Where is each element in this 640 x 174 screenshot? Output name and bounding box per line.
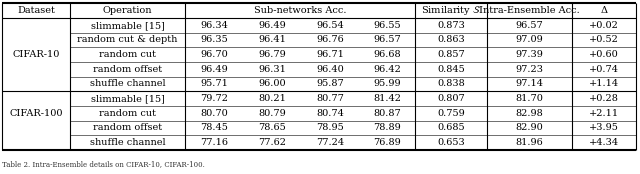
Text: 76.89: 76.89 — [373, 138, 401, 147]
Text: shuffle channel: shuffle channel — [90, 80, 165, 89]
Text: 95.71: 95.71 — [200, 80, 228, 89]
Text: Dataset: Dataset — [17, 6, 55, 15]
Text: +0.52: +0.52 — [589, 35, 619, 45]
Text: +0.60: +0.60 — [589, 50, 619, 59]
Text: 0.759: 0.759 — [437, 109, 465, 118]
Text: random cut & depth: random cut & depth — [77, 35, 178, 45]
Text: 78.45: 78.45 — [200, 124, 228, 132]
Text: 96.49: 96.49 — [258, 21, 286, 30]
Text: 96.68: 96.68 — [373, 50, 401, 59]
Text: 96.54: 96.54 — [316, 21, 344, 30]
Text: 0.873: 0.873 — [437, 21, 465, 30]
Text: +4.34: +4.34 — [589, 138, 619, 147]
Text: 96.70: 96.70 — [200, 50, 228, 59]
Text: 79.72: 79.72 — [200, 94, 228, 103]
Text: 77.62: 77.62 — [258, 138, 286, 147]
Text: 96.71: 96.71 — [316, 50, 344, 59]
Text: +0.74: +0.74 — [589, 65, 619, 74]
Text: 0.653: 0.653 — [437, 138, 465, 147]
Text: 95.99: 95.99 — [373, 80, 401, 89]
Text: CIFAR-10: CIFAR-10 — [12, 50, 60, 59]
Text: 78.89: 78.89 — [373, 124, 401, 132]
Text: 81.42: 81.42 — [373, 94, 401, 103]
Text: 97.09: 97.09 — [516, 35, 543, 45]
Text: Sub-networks Acc.: Sub-networks Acc. — [253, 6, 346, 15]
Text: slimmable [15]: slimmable [15] — [91, 21, 164, 30]
Text: 96.41: 96.41 — [258, 35, 286, 45]
Text: random offset: random offset — [93, 65, 162, 74]
Text: 78.65: 78.65 — [258, 124, 286, 132]
Text: 81.96: 81.96 — [516, 138, 543, 147]
Text: 95.87: 95.87 — [316, 80, 344, 89]
Text: 96.31: 96.31 — [258, 65, 286, 74]
Text: 96.57: 96.57 — [373, 35, 401, 45]
Text: 96.42: 96.42 — [373, 65, 401, 74]
Text: +2.11: +2.11 — [589, 109, 619, 118]
Text: 96.40: 96.40 — [316, 65, 344, 74]
Text: 0.685: 0.685 — [437, 124, 465, 132]
Text: Δ: Δ — [600, 6, 607, 15]
Text: +0.28: +0.28 — [589, 94, 619, 103]
Text: 0.845: 0.845 — [437, 65, 465, 74]
Text: Operation: Operation — [103, 6, 152, 15]
Text: 97.39: 97.39 — [516, 50, 543, 59]
Text: 96.34: 96.34 — [200, 21, 228, 30]
Text: 96.00: 96.00 — [258, 80, 286, 89]
Text: 82.90: 82.90 — [516, 124, 543, 132]
Text: 97.23: 97.23 — [515, 65, 543, 74]
Text: Intra-Ensemble Acc.: Intra-Ensemble Acc. — [479, 6, 580, 15]
Text: 80.21: 80.21 — [258, 94, 286, 103]
Text: 80.87: 80.87 — [373, 109, 401, 118]
Text: 78.95: 78.95 — [316, 124, 344, 132]
Text: 0.807: 0.807 — [437, 94, 465, 103]
Text: 77.16: 77.16 — [200, 138, 228, 147]
Text: 96.55: 96.55 — [373, 21, 401, 30]
Text: Similarity $\mathcal{S}$: Similarity $\mathcal{S}$ — [421, 4, 481, 17]
Text: 80.70: 80.70 — [200, 109, 228, 118]
Text: Table 2. Intra-Ensemble details on CIFAR-10, CIFAR-100.: Table 2. Intra-Ensemble details on CIFAR… — [2, 160, 205, 168]
Text: 80.79: 80.79 — [258, 109, 286, 118]
Text: 0.863: 0.863 — [437, 35, 465, 45]
Text: shuffle channel: shuffle channel — [90, 138, 165, 147]
Text: 0.857: 0.857 — [437, 50, 465, 59]
Text: +3.95: +3.95 — [589, 124, 619, 132]
Text: 96.35: 96.35 — [200, 35, 228, 45]
Text: random cut: random cut — [99, 50, 156, 59]
Text: 0.838: 0.838 — [437, 80, 465, 89]
Text: 96.79: 96.79 — [258, 50, 286, 59]
Text: CIFAR-100: CIFAR-100 — [9, 109, 63, 118]
Text: 77.24: 77.24 — [316, 138, 344, 147]
Text: 82.98: 82.98 — [516, 109, 543, 118]
Text: 96.49: 96.49 — [200, 65, 228, 74]
Text: 80.74: 80.74 — [316, 109, 344, 118]
Text: random cut: random cut — [99, 109, 156, 118]
Text: random offset: random offset — [93, 124, 162, 132]
Text: 96.57: 96.57 — [516, 21, 543, 30]
Text: +0.02: +0.02 — [589, 21, 619, 30]
Text: 80.77: 80.77 — [316, 94, 344, 103]
Text: +1.14: +1.14 — [589, 80, 619, 89]
Text: slimmable [15]: slimmable [15] — [91, 94, 164, 103]
Text: 81.70: 81.70 — [516, 94, 543, 103]
Text: 97.14: 97.14 — [515, 80, 543, 89]
Text: 96.76: 96.76 — [316, 35, 344, 45]
